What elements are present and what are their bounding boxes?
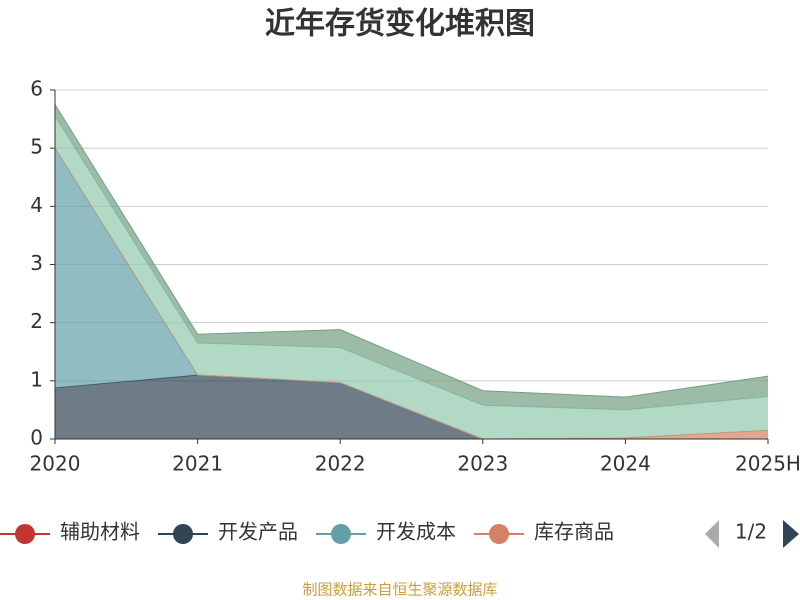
area xyxy=(55,375,768,439)
y-tick-label: 5 xyxy=(30,135,43,159)
legend-next[interactable] xyxy=(783,520,799,548)
legend-label: 库存商品 xyxy=(534,520,614,544)
plot-area: 0 1 2 3 4 5 6 2020 2021 2022 2023 2024 2025H xyxy=(30,77,800,476)
legend-marker xyxy=(173,524,193,544)
legend-marker xyxy=(15,524,35,544)
x-tick-label: 2025H xyxy=(735,452,800,476)
x-tick-label: 2024 xyxy=(600,452,651,476)
legend-marker xyxy=(331,524,351,544)
legend-prev[interactable] xyxy=(705,520,719,548)
legend-label: 开发成本 xyxy=(376,520,456,544)
y-tick-label: 3 xyxy=(30,251,43,275)
x-tick-label: 2021 xyxy=(172,452,223,476)
legend-page: 1/2 xyxy=(735,520,767,544)
y-tick-label: 6 xyxy=(30,77,43,101)
source-note: 制图数据来自恒生聚源数据库 xyxy=(302,581,497,599)
legend: 辅助材料 开发产品 开发成本 库存商品 xyxy=(0,520,614,544)
x-tick-label: 2020 xyxy=(30,452,81,476)
area xyxy=(55,116,768,440)
chart-title: 近年存货变化堆积图 xyxy=(265,7,535,42)
y-tick-label: 0 xyxy=(30,426,43,450)
legend-label: 开发产品 xyxy=(218,520,298,544)
x-tick-label: 2022 xyxy=(315,452,366,476)
y-tick-label: 1 xyxy=(30,367,43,391)
legend-marker xyxy=(489,524,509,544)
y-tick-label: 2 xyxy=(30,309,43,333)
legend-label: 辅助材料 xyxy=(60,520,140,544)
area-line xyxy=(54,104,769,398)
x-tick-label: 2023 xyxy=(457,452,508,476)
y-tick-label: 4 xyxy=(30,193,43,217)
